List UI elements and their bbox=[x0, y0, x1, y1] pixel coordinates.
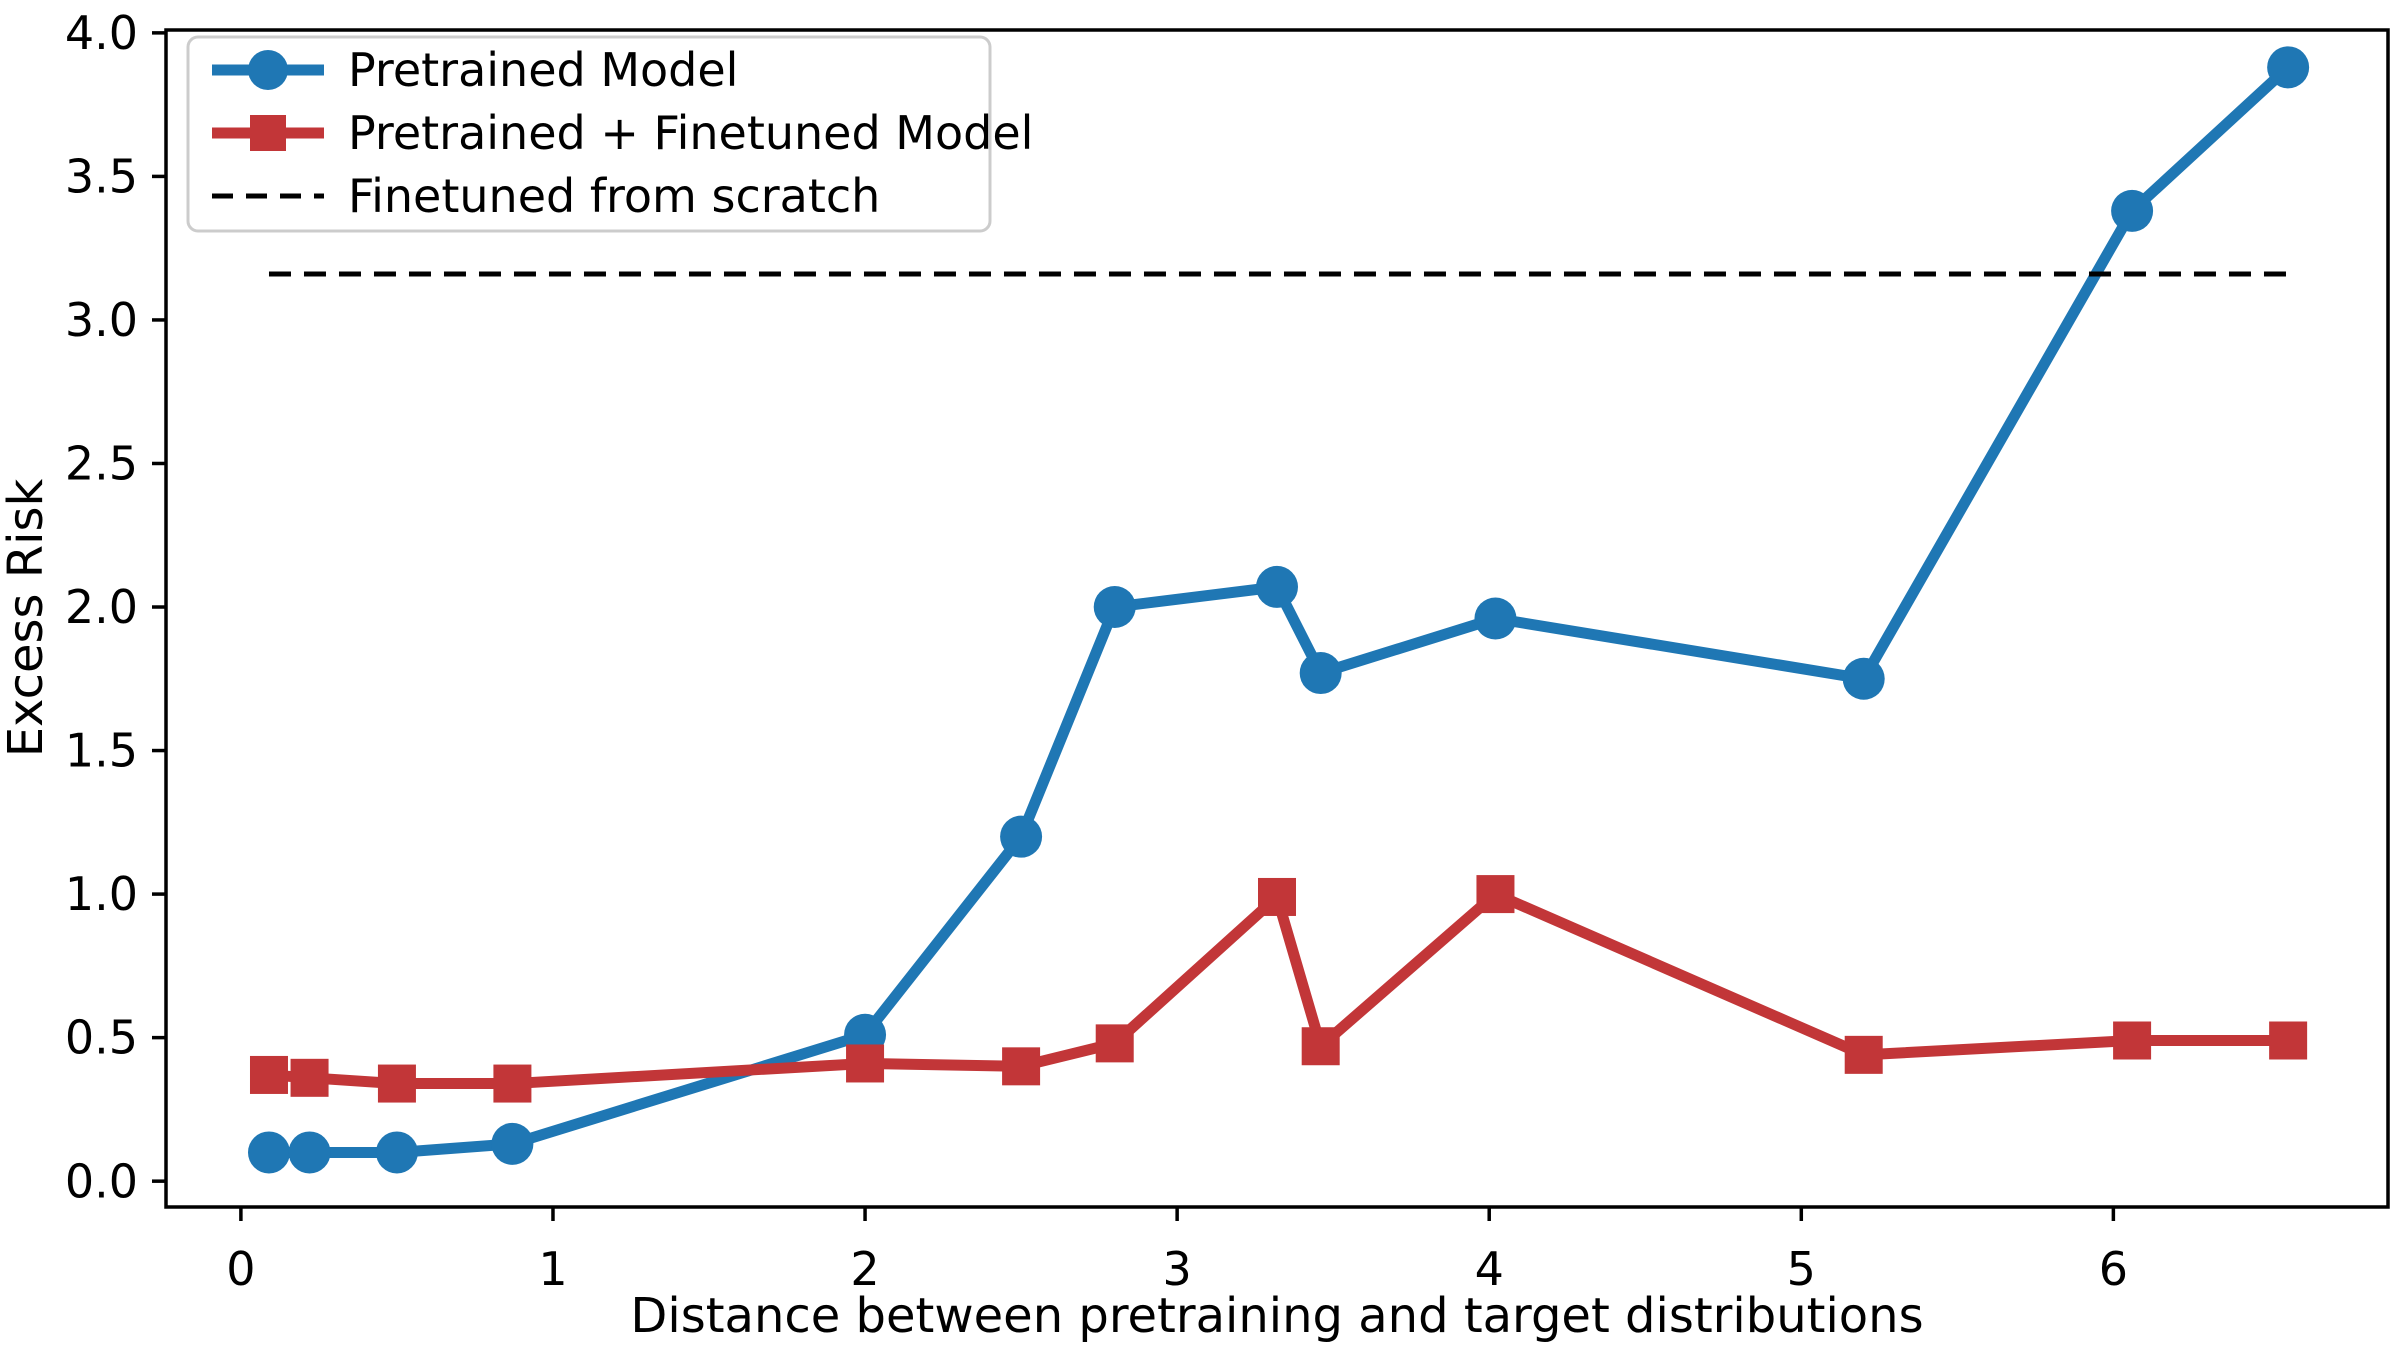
finetuned-point-marker bbox=[493, 1064, 532, 1103]
finetuned-point-marker bbox=[377, 1064, 416, 1103]
data-series bbox=[247, 46, 2310, 1174]
legend-label-finetuned: Pretrained + Finetuned Model bbox=[348, 106, 1033, 160]
x-tick-label: 1 bbox=[538, 1242, 567, 1296]
legend-label-pretrained: Pretrained Model bbox=[348, 43, 738, 97]
pretrained-point-marker bbox=[1000, 815, 1043, 858]
pretrained-point-marker bbox=[375, 1131, 418, 1174]
y-tick-label: 2.5 bbox=[65, 437, 138, 491]
finetuned-point-marker bbox=[846, 1044, 885, 1083]
finetuned-line bbox=[263, 888, 2294, 1090]
legend-marker-circle bbox=[248, 50, 288, 90]
y-tick-label: 2.0 bbox=[65, 580, 138, 634]
x-tick-label: 0 bbox=[226, 1242, 255, 1296]
x-axis-title: Distance between pretraining and target … bbox=[630, 1288, 1923, 1344]
legend-entry-finetuned: Pretrained + Finetuned Model bbox=[212, 106, 1033, 160]
y-tick-label: 3.0 bbox=[65, 293, 138, 347]
pretrained-point-marker bbox=[288, 1131, 331, 1174]
finetuned-point-marker bbox=[1476, 875, 1515, 914]
finetuned-point-marker bbox=[1002, 1047, 1041, 1086]
pretrained-point-marker bbox=[2267, 46, 2310, 89]
axes-spines bbox=[164, 28, 2390, 1209]
x-axis-ticks: 0 1 2 3 4 5 6 bbox=[226, 1207, 2128, 1296]
legend-marker-square bbox=[250, 115, 286, 151]
legend-box bbox=[186, 35, 992, 233]
y-axis-title: Excess Risk bbox=[0, 479, 54, 758]
x-tick-label: 3 bbox=[1162, 1242, 1191, 1296]
legend: Pretrained Model Pretrained + Finetuned … bbox=[186, 35, 1033, 233]
pretrained-point-marker bbox=[1299, 652, 1342, 695]
y-axis-ticks: 0.0 0.5 1.0 1.5 2.0 2.5 3.0 3.5 4.0 bbox=[65, 6, 166, 1208]
finetuned-point-marker bbox=[2113, 1021, 2152, 1060]
y-tick-label: 1.5 bbox=[65, 724, 138, 778]
x-tick-label: 2 bbox=[850, 1242, 879, 1296]
y-tick-label: 3.5 bbox=[65, 150, 138, 204]
pretrained-point-marker bbox=[2111, 189, 2154, 232]
pretrained-point-marker bbox=[247, 1131, 290, 1174]
finetuned-point-marker bbox=[1095, 1024, 1134, 1063]
finetuned-point-marker bbox=[1301, 1027, 1340, 1066]
finetuned-point-marker bbox=[2269, 1021, 2308, 1060]
finetuned-point-marker bbox=[1844, 1035, 1883, 1074]
y-tick-label: 0.0 bbox=[65, 1154, 138, 1208]
legend-entry-scratch: Finetuned from scratch bbox=[212, 169, 880, 223]
pretrained-point-marker bbox=[1093, 586, 1136, 629]
finetuned-point-marker bbox=[249, 1055, 288, 1094]
x-tick-label: 4 bbox=[1475, 1242, 1504, 1296]
finetuned-point-marker bbox=[1258, 877, 1296, 916]
pretrained-point-marker bbox=[1256, 565, 1298, 608]
x-tick-label: 5 bbox=[1787, 1242, 1816, 1296]
pretrained-point-marker bbox=[1474, 597, 1517, 640]
pretrained-point-marker bbox=[491, 1122, 534, 1165]
x-tick-label: 6 bbox=[2099, 1242, 2128, 1296]
legend-entry-pretrained: Pretrained Model bbox=[212, 43, 738, 97]
y-tick-label: 1.0 bbox=[65, 867, 138, 921]
pretrained-point-marker bbox=[1842, 657, 1885, 700]
y-tick-label: 0.5 bbox=[65, 1011, 138, 1065]
y-tick-label: 4.0 bbox=[65, 6, 138, 60]
finetuned-point-marker bbox=[290, 1058, 329, 1097]
legend-label-scratch: Finetuned from scratch bbox=[348, 169, 880, 223]
